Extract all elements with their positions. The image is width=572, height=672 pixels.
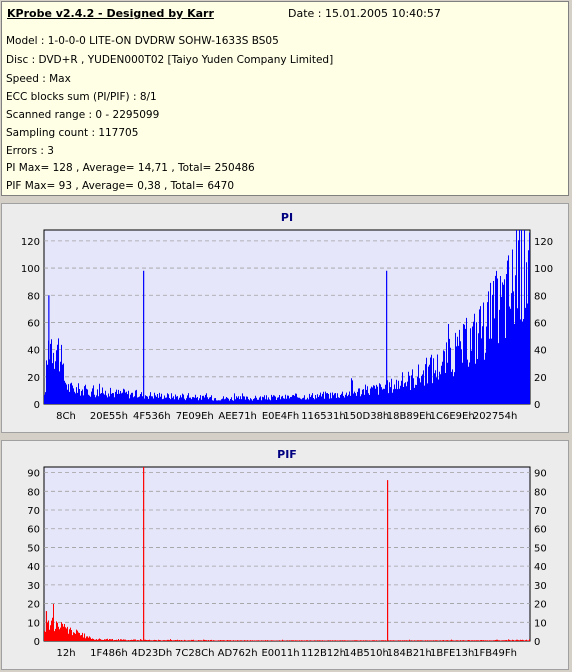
x-tick-label: 202754h <box>473 411 518 422</box>
y-tick-label-right: 100 <box>534 264 553 275</box>
y-tick-label-right: 30 <box>534 581 547 592</box>
x-tick-label: 1FB49Fh <box>473 648 517 659</box>
y-tick-label-left: 70 <box>27 506 40 517</box>
scan-date: Date : 15.01.2005 10:40:57 <box>288 7 441 20</box>
y-tick-label-left: 40 <box>27 562 40 573</box>
y-tick-label-left: 30 <box>27 581 40 592</box>
y-tick-label-left: 60 <box>27 318 40 329</box>
chart-title: PI <box>281 211 293 224</box>
x-tick-label: 184B21h <box>387 648 432 659</box>
x-tick-label: 18B89Eh <box>387 411 432 422</box>
pi-chart-panel: PI 0 0 20 20 40 40 60 60 80 80 100 100 120 120 8Ch 20E55… <box>1 203 569 433</box>
info-panel: KProbe v2.4.2 - Designed by Karr Date : … <box>1 1 569 196</box>
y-tick-label-left: 60 <box>27 525 40 536</box>
chart-title: PIF <box>277 448 297 461</box>
y-tick-label-right: 0 <box>534 637 540 648</box>
x-tick-label: 1F486h <box>90 648 128 659</box>
x-tick-label: 14B510h <box>344 648 389 659</box>
y-tick-label-right: 70 <box>534 506 547 517</box>
x-tick-label: 150D38h <box>343 411 389 422</box>
speed-line: Speed : Max <box>6 73 71 85</box>
y-tick-label-left: 0 <box>34 400 40 411</box>
y-tick-label-left: 80 <box>27 487 40 498</box>
x-tick-label: AEE71h <box>218 411 257 422</box>
y-tick-label-right: 40 <box>534 562 547 573</box>
y-tick-label-right: 60 <box>534 525 547 536</box>
errors-line: Errors : 3 <box>6 145 54 157</box>
y-tick-label-right: 20 <box>534 373 547 384</box>
pi-chart: PI 0 0 20 20 40 40 60 60 80 80 100 100 120 120 8Ch 20E55… <box>21 211 553 422</box>
ecc-line: ECC blocks sum (PI/PIF) : 8/1 <box>6 91 157 103</box>
y-tick-label-left: 10 <box>27 618 40 629</box>
x-tick-label: 1C6E9Eh <box>430 411 475 422</box>
x-tick-label: E0011h <box>261 648 299 659</box>
x-tick-label: 116531h <box>301 411 346 422</box>
y-tick-label-left: 80 <box>27 291 40 302</box>
y-tick-label-left: 0 <box>34 637 40 648</box>
y-tick-label-right: 0 <box>534 400 540 411</box>
y-tick-label-right: 40 <box>534 346 547 357</box>
x-tick-label: 4F536h <box>133 411 171 422</box>
x-tick-label: 7C28Ch <box>175 648 214 659</box>
model-line: Model : 1-0-0-0 LITE-ON DVDRW SOHW-1633S… <box>6 35 279 47</box>
disc-line: Disc : DVD+R , YUDEN000T02 [Taiyo Yuden … <box>6 54 334 66</box>
x-tick-label: 8Ch <box>56 411 76 422</box>
x-tick-label: E0E4Fh <box>262 411 299 422</box>
pif-summary-line: PIF Max= 93 , Average= 0,38 , Total= 647… <box>6 180 235 192</box>
x-tick-label: 20E55h <box>90 411 128 422</box>
y-tick-label-right: 90 <box>534 469 547 480</box>
pi-summary-line: PI Max= 128 , Average= 14,71 , Total= 25… <box>6 162 255 174</box>
x-tick-label: 1BFE13h <box>430 648 474 659</box>
x-tick-label: 4D23Dh <box>131 648 172 659</box>
y-tick-label-left: 90 <box>27 469 40 480</box>
y-tick-label-right: 10 <box>534 618 547 629</box>
pif-chart-panel: PIF 0 0 10 10 20 20 30 30 40 40 50 50 60 60 70 70 80 80 90 9… <box>1 440 569 670</box>
data-bars <box>44 230 530 404</box>
app-title: KProbe v2.4.2 - Designed by Karr <box>7 7 214 20</box>
y-tick-label-left: 100 <box>21 264 40 275</box>
y-tick-label-left: 20 <box>27 600 40 611</box>
y-tick-label-left: 40 <box>27 346 40 357</box>
y-tick-label-right: 60 <box>534 318 547 329</box>
y-tick-label-right: 80 <box>534 291 547 302</box>
y-tick-label-left: 120 <box>21 237 40 248</box>
sampling-line: Sampling count : 117705 <box>6 127 139 139</box>
y-tick-label-left: 20 <box>27 373 40 384</box>
y-tick-label-right: 120 <box>534 237 553 248</box>
x-tick-label: AD762h <box>218 648 258 659</box>
data-bars <box>44 604 530 641</box>
plot-area <box>43 466 531 642</box>
y-tick-label-left: 50 <box>27 543 40 554</box>
range-line: Scanned range : 0 - 2295099 <box>6 109 160 121</box>
y-tick-label-right: 50 <box>534 543 547 554</box>
x-tick-label: 12h <box>56 648 75 659</box>
y-tick-label-right: 20 <box>534 600 547 611</box>
x-tick-label: 112B12h <box>301 648 346 659</box>
x-tick-label: 7E09Eh <box>176 411 214 422</box>
y-tick-label-right: 80 <box>534 487 547 498</box>
pif-chart: PIF 0 0 10 10 20 20 30 30 40 40 50 50 60 60 70 70 80 80 90 9… <box>27 448 547 659</box>
